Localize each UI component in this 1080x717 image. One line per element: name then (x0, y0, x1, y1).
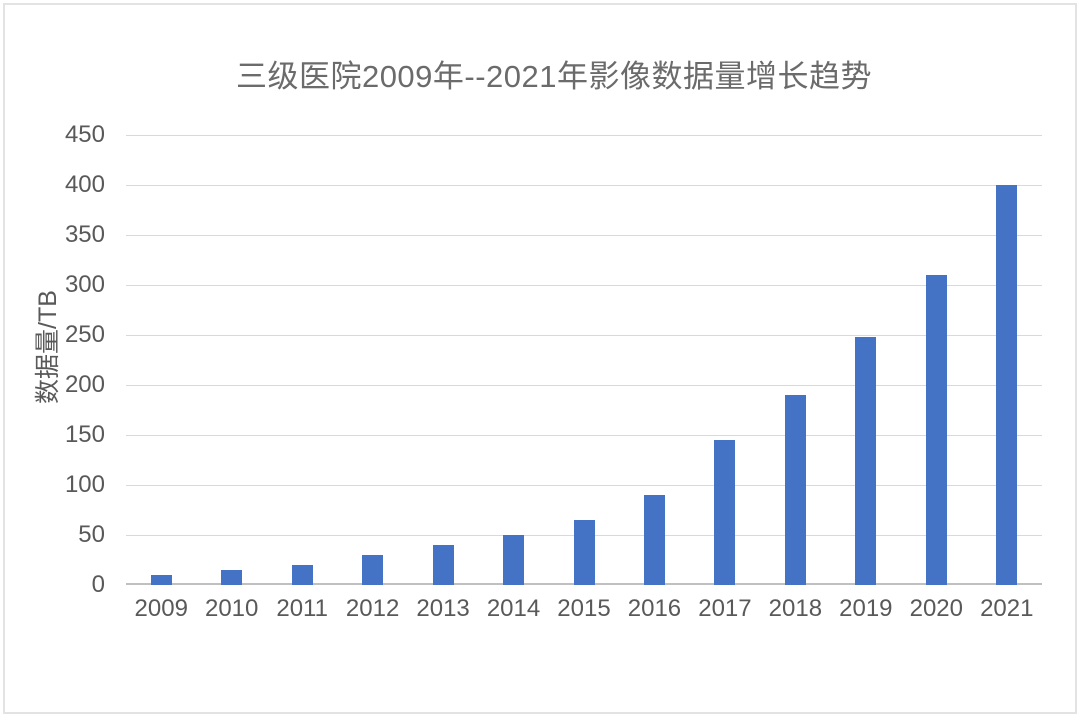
y-tick-label-150: 150 (64, 421, 105, 448)
gridline-150 (126, 435, 1042, 436)
x-tick-label-2021: 2021 (980, 595, 1034, 622)
bar-2015 (573, 520, 595, 585)
bar-2011 (291, 565, 313, 585)
bar-2012 (362, 555, 384, 585)
y-tick-label-300: 300 (64, 271, 105, 298)
plot-area (126, 135, 1042, 585)
gridline-300 (126, 285, 1042, 286)
x-tick-label-2019: 2019 (839, 595, 893, 622)
chart-title: 三级医院2009年--2021年影像数据量增长趋势 (235, 59, 873, 94)
x-tick-label-2016: 2016 (627, 595, 682, 622)
x-tick-label-2020: 2020 (909, 595, 963, 622)
x-tick-label-2015: 2015 (557, 595, 611, 622)
x-tick-label-2010: 2010 (204, 595, 259, 622)
bar-2009 (150, 575, 172, 585)
y-tick-label-250: 250 (64, 321, 105, 348)
x-tick-label-2009: 2009 (134, 595, 188, 622)
bar-2010 (221, 570, 243, 585)
x-tick-label-2017: 2017 (698, 595, 752, 622)
y-tick-label-450: 450 (64, 121, 105, 148)
gridline-250 (126, 335, 1042, 336)
gridline-350 (126, 235, 1042, 236)
x-tick-label-2014: 2014 (486, 595, 541, 622)
x-tick-label-2011: 2011 (276, 595, 328, 622)
bar-2019 (855, 337, 877, 585)
y-tick-label-200: 200 (64, 371, 105, 398)
bar-2016 (643, 495, 665, 585)
y-tick-label-100: 100 (64, 471, 105, 498)
bar-2013 (432, 545, 454, 585)
bar-2021 (996, 185, 1018, 585)
x-tick-label-2018: 2018 (768, 595, 823, 622)
bar-2014 (503, 535, 525, 585)
y-tick-label-400: 400 (64, 171, 105, 198)
bar-2020 (925, 275, 947, 585)
x-tick-label-2013: 2013 (416, 595, 470, 622)
gridline-100 (126, 485, 1042, 486)
y-tick-label-0: 0 (91, 571, 105, 598)
gridline-400 (126, 185, 1042, 186)
bar-2017 (714, 440, 736, 585)
gridline-450 (126, 135, 1042, 136)
bar-2018 (784, 395, 806, 585)
x-tick-label-2012: 2012 (345, 595, 400, 622)
y-tick-label-350: 350 (64, 221, 105, 248)
y-tick-label-50: 50 (78, 521, 105, 548)
gridline-200 (126, 385, 1042, 386)
